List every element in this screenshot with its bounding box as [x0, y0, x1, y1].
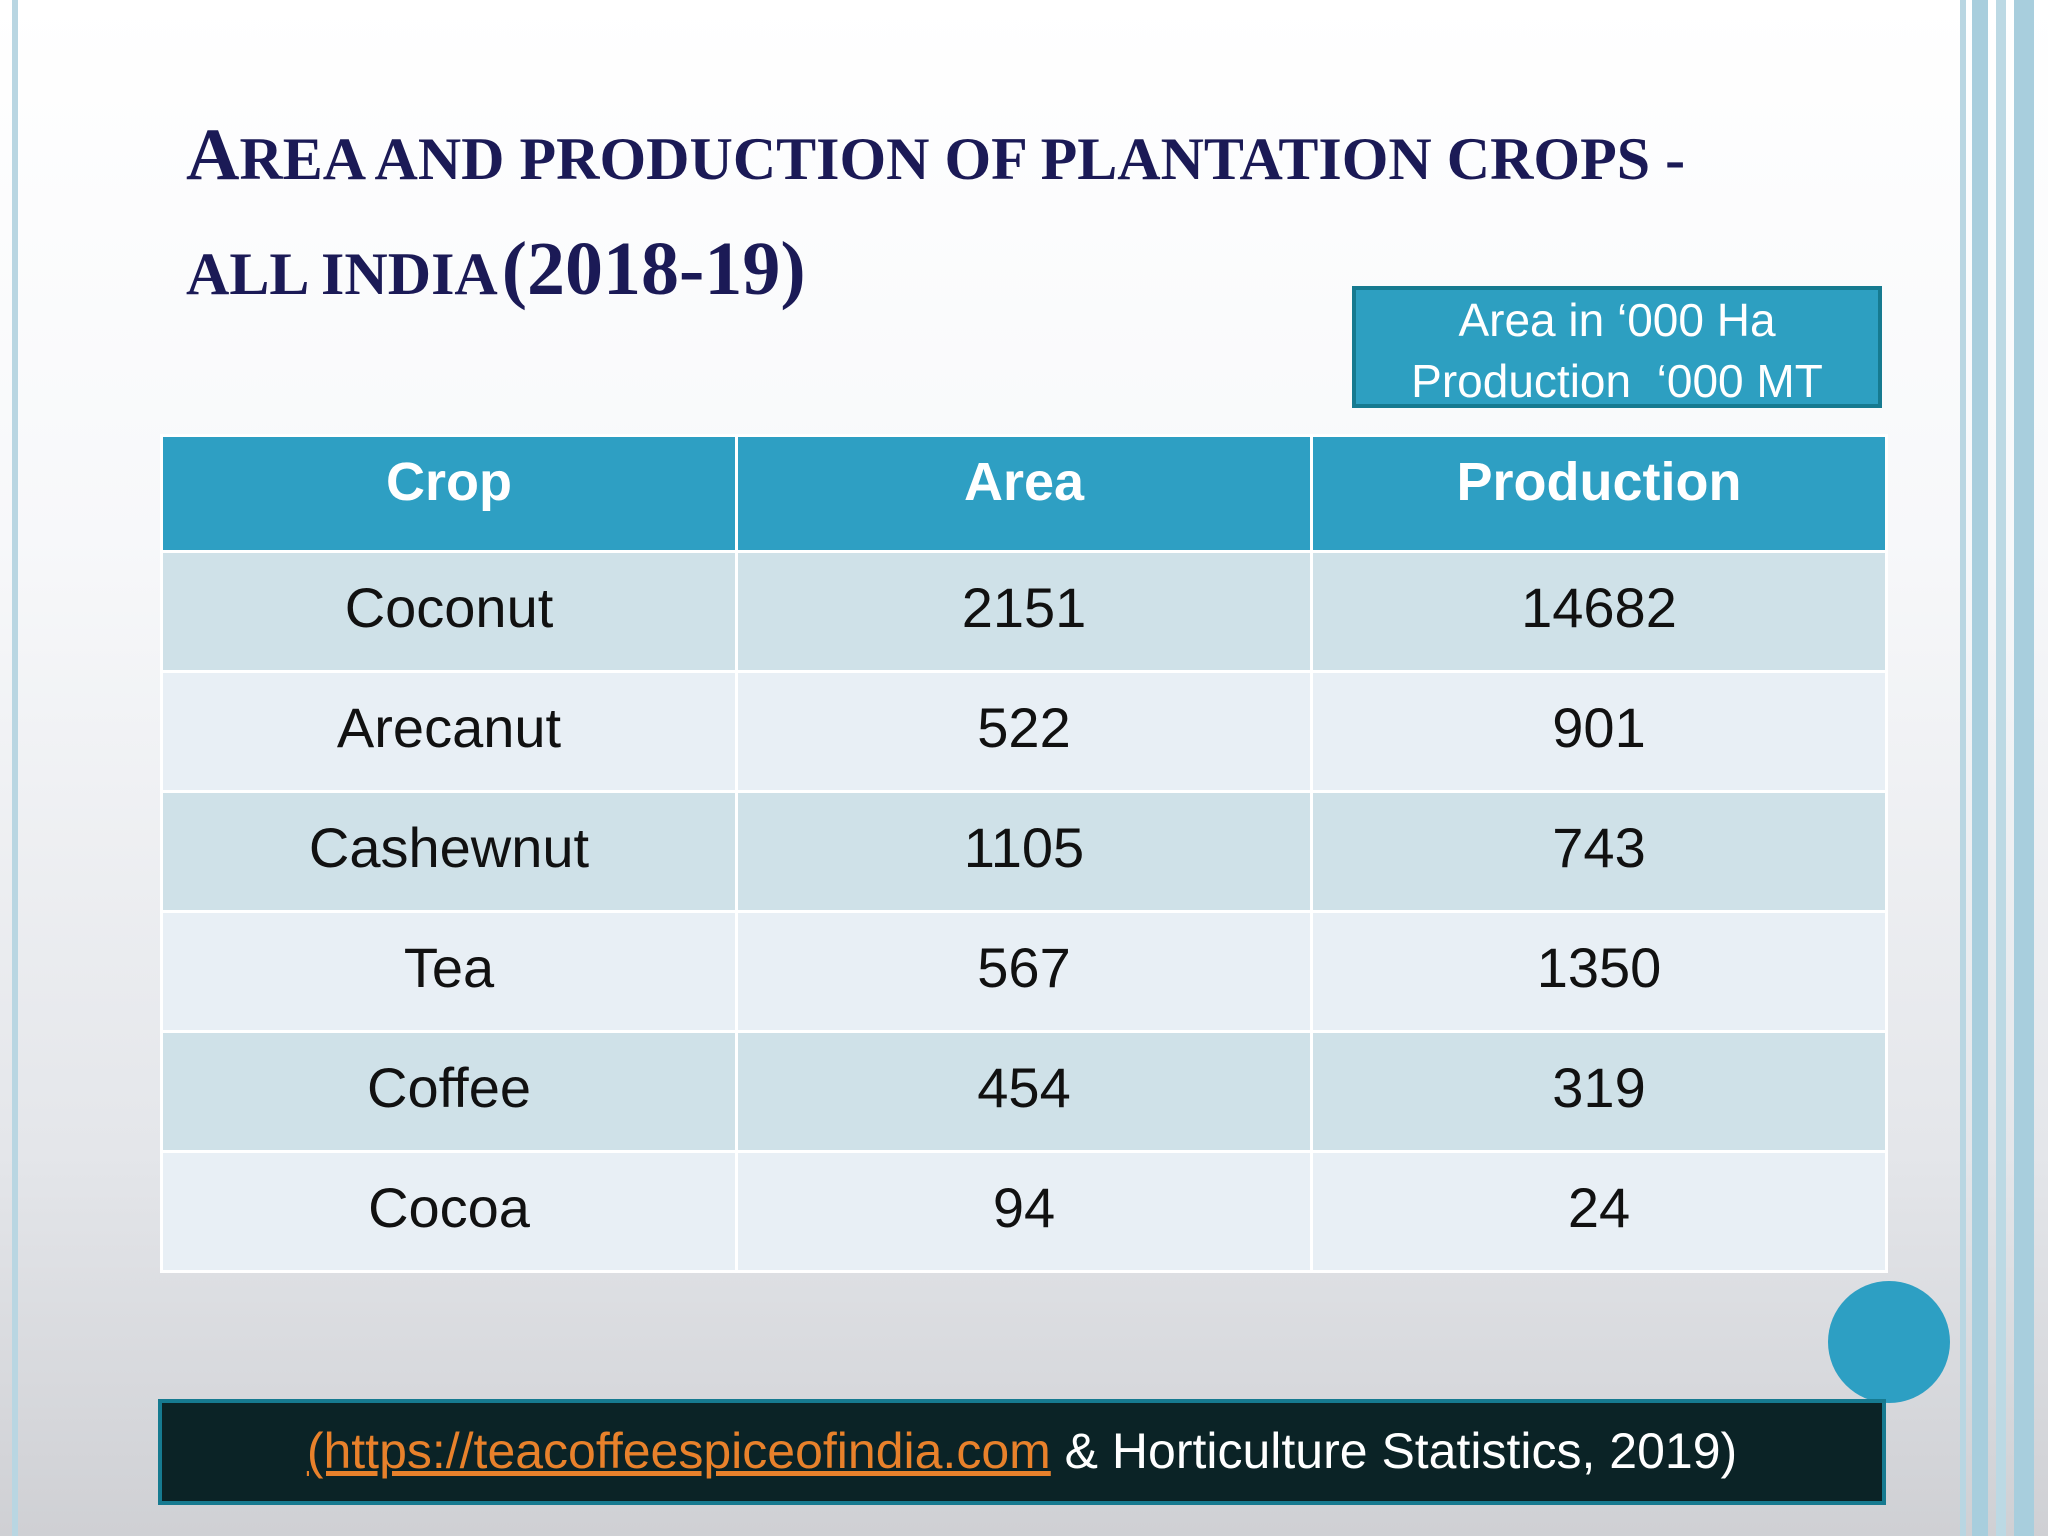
units-box: Area in ‘000 Ha Production ‘000 MT [1352, 286, 1882, 408]
table-row: Coffee 454 319 [160, 1030, 1888, 1153]
crops-table: Crop Area Production Coconut 2151 14682 … [160, 434, 1888, 1273]
cell-crop: Tea [160, 910, 738, 1033]
cell-area: 94 [735, 1150, 1313, 1273]
cell-area: 567 [735, 910, 1313, 1033]
cell-production: 14682 [1310, 550, 1888, 673]
cell-area: 454 [735, 1030, 1313, 1153]
table-row: Coconut 2151 14682 [160, 550, 1888, 673]
cell-area: 2151 [735, 550, 1313, 673]
title-initial: A [186, 114, 240, 196]
cell-production: 24 [1310, 1150, 1888, 1273]
source-footer: (https://teacoffeespiceofindia.com & Hor… [158, 1399, 1886, 1505]
decorative-circle [1828, 1281, 1950, 1403]
cell-crop: Arecanut [160, 670, 738, 793]
table-header-row: Crop Area Production [160, 434, 1888, 553]
title-year: (2018-19) [501, 227, 806, 311]
cell-crop: Coconut [160, 550, 738, 673]
cell-production: 901 [1310, 670, 1888, 793]
source-link[interactable]: (https://teacoffeespiceofindia.com [306, 1423, 1051, 1479]
cell-crop: Coffee [160, 1030, 738, 1153]
header-area: Area [735, 434, 1313, 553]
cell-crop: Cocoa [160, 1150, 738, 1273]
title-line-1: AREA AND PRODUCTION OF PLANTATION CROPS … [186, 108, 1846, 222]
units-area: Area in ‘000 Ha [1458, 294, 1776, 346]
cell-crop: Cashewnut [160, 790, 738, 913]
title-line-2-text: ALL INDIA [186, 241, 498, 307]
right-border-stripe [2014, 0, 2034, 1536]
cell-production: 1350 [1310, 910, 1888, 1033]
cell-production: 319 [1310, 1030, 1888, 1153]
header-crop: Crop [160, 434, 738, 553]
left-border-stripe [12, 0, 18, 1536]
units-production: Production ‘000 MT [1411, 355, 1823, 407]
right-border-stripe [1960, 0, 1966, 1536]
cell-production: 743 [1310, 790, 1888, 913]
right-border-stripe [1972, 0, 1988, 1536]
table-row: Arecanut 522 901 [160, 670, 1888, 793]
title-line-1-text: REA AND PRODUCTION OF PLANTATION CROPS - [239, 126, 1686, 192]
table-row: Cashewnut 1105 743 [160, 790, 1888, 913]
table-row: Tea 567 1350 [160, 910, 1888, 1033]
title-line-2: ALL INDIA (2018-19) [186, 222, 1846, 337]
table-row: Cocoa 94 24 [160, 1150, 1888, 1273]
slide-title: AREA AND PRODUCTION OF PLANTATION CROPS … [186, 108, 1846, 337]
right-border-stripe [1996, 0, 2006, 1536]
cell-area: 522 [735, 670, 1313, 793]
header-production: Production [1310, 434, 1888, 553]
cell-area: 1105 [735, 790, 1313, 913]
source-text: & Horticulture Statistics, 2019) [1050, 1423, 1738, 1479]
